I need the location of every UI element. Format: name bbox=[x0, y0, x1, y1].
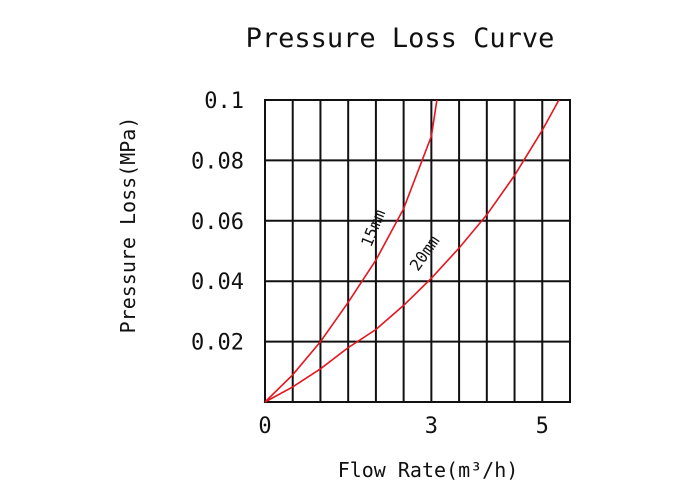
series-label-20mm: 20mm bbox=[406, 232, 444, 274]
x-tick-label: 3 bbox=[425, 414, 438, 439]
y-tick-label: 0.08 bbox=[191, 149, 244, 174]
plot-frame bbox=[264, 99, 571, 403]
series-line-15mm bbox=[264, 99, 438, 403]
y-tick-label: 0.06 bbox=[191, 210, 244, 235]
chart-grid bbox=[265, 100, 570, 402]
x-axis-label: Flow Rate(m³/h) bbox=[338, 458, 519, 482]
x-tick-labels: 0 3 5 bbox=[258, 414, 549, 439]
series-lines bbox=[264, 99, 560, 403]
series-line-20mm bbox=[264, 99, 560, 403]
y-tick-labels: 0.02 0.04 0.06 0.08 0.1 bbox=[191, 89, 244, 356]
chart-title: Pressure Loss Curve bbox=[246, 23, 555, 54]
y-axis-label: Pressure Loss(MPa) bbox=[116, 117, 140, 334]
x-tick-label: 0 bbox=[258, 414, 271, 439]
y-tick-label: 0.1 bbox=[204, 89, 244, 114]
y-tick-label: 0.04 bbox=[191, 270, 244, 295]
y-tick-label: 0.02 bbox=[191, 331, 244, 356]
x-tick-label: 5 bbox=[536, 414, 549, 439]
